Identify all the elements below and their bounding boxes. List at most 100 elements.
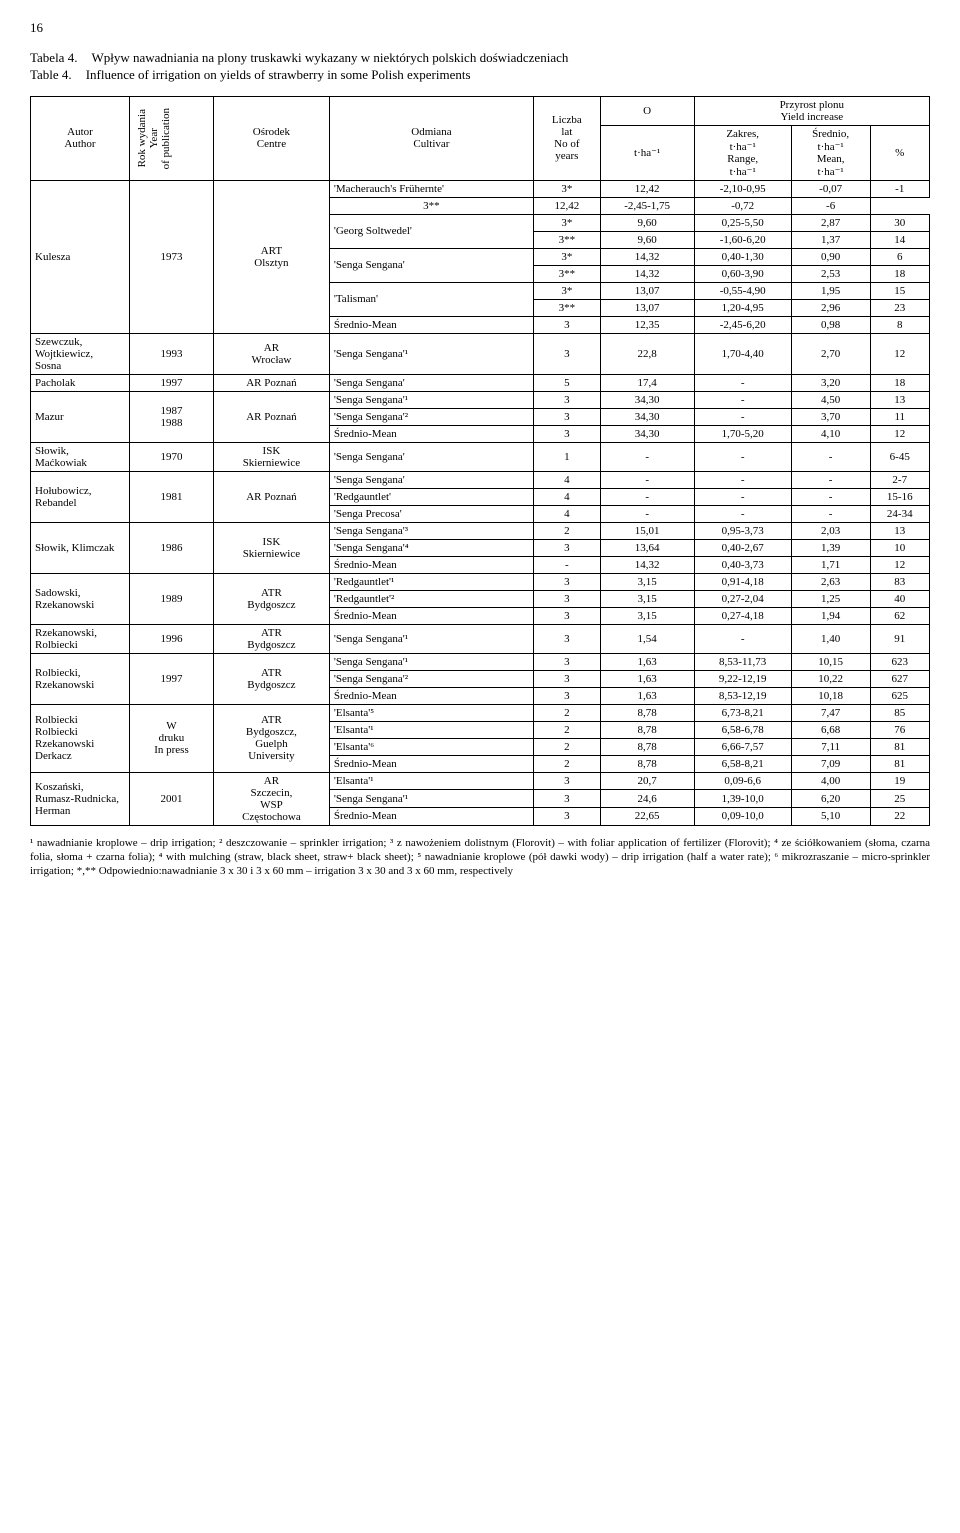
cell-author: Mazur [31, 391, 130, 442]
cell-cultivar: 'Senga Precosa' [329, 505, 533, 522]
cell-mean: 2,70 [791, 333, 870, 374]
cell-years: 5 [533, 374, 600, 391]
cell-mean: 1,40 [791, 624, 870, 653]
cell-year: 1989 [130, 573, 214, 624]
cell-range: 0,09-6,6 [694, 772, 791, 790]
cell-o: 20,7 [600, 772, 694, 790]
cell-pct: 19 [870, 772, 929, 790]
cell-o: 3,15 [600, 590, 694, 607]
cell-mean: 1,39 [791, 539, 870, 556]
cell-o: 3,15 [600, 573, 694, 590]
cell-years: 3* [533, 180, 600, 197]
cell-years: 3** [533, 299, 600, 316]
cell-mean: - [791, 471, 870, 488]
cell-range: 6,73-8,21 [694, 704, 791, 721]
table-row: Hołubowicz,Rebandel1981AR Poznań'Senga S… [31, 471, 930, 488]
cell-pct: 14 [870, 231, 929, 248]
cell-mean: 1,25 [791, 590, 870, 607]
cell-mean: 1,71 [791, 556, 870, 573]
cell-cultivar: 'Talisman' [329, 282, 533, 316]
cell-pct: 83 [870, 573, 929, 590]
cell-years: 3 [533, 408, 600, 425]
cell-cultivar: Średnio-Mean [329, 808, 533, 826]
cell-years: 3** [533, 231, 600, 248]
cell-range: 0,95-3,73 [694, 522, 791, 539]
cell-range: - [694, 488, 791, 505]
table-row: RolbieckiRolbieckiRzekanowskiDerkaczWdru… [31, 704, 930, 721]
th-cultivar: OdmianaCultivar [329, 96, 533, 180]
cell-years: 3 [533, 539, 600, 556]
cell-range: 8,53-11,73 [694, 653, 791, 670]
cell-author: Pacholak [31, 374, 130, 391]
cell-author: Słowik,Maćkowiak [31, 442, 130, 471]
cell-centre: ATRBydgoszcz [213, 573, 329, 624]
caption-text-en: Influence of irrigation on yields of str… [86, 67, 471, 84]
cell-years: 3 [533, 653, 600, 670]
cell-cultivar: 'Senga Sengana'¹ [329, 790, 533, 808]
cell-mean: 2,87 [791, 214, 870, 231]
cell-mean: 2,03 [791, 522, 870, 539]
cell-pct: 8 [870, 316, 929, 333]
cell-range: 0,27-4,18 [694, 607, 791, 624]
cell-mean: - [791, 488, 870, 505]
cell-mean: 4,00 [791, 772, 870, 790]
cell-o: 13,07 [600, 282, 694, 299]
cell-years: 2 [533, 755, 600, 772]
cell-year: 1986 [130, 522, 214, 573]
cell-mean: 1,94 [791, 607, 870, 624]
th-author: AutorAuthor [31, 96, 130, 180]
cell-o: - [600, 505, 694, 522]
table-body: Kulesza1973ARTOlsztyn'Macherauch's Frühe… [31, 180, 930, 825]
cell-mean: 1,37 [791, 231, 870, 248]
cell-pct: 627 [870, 670, 929, 687]
cell-years: 3 [533, 391, 600, 408]
cell-year: 19871988 [130, 391, 214, 442]
cell-centre: ATRBydgoszcz [213, 624, 329, 653]
cell-o: 34,30 [600, 408, 694, 425]
table-row: Pacholak1997AR Poznań'Senga Sengana'517,… [31, 374, 930, 391]
cell-range: 0,27-2,04 [694, 590, 791, 607]
cell-range: - [694, 408, 791, 425]
cell-cultivar: 'Senga Sengana'¹ [329, 624, 533, 653]
cell-mean: 7,11 [791, 738, 870, 755]
cell-pct: 30 [870, 214, 929, 231]
cell-range: - [694, 374, 791, 391]
cell-cultivar: 'Redgauntlet'¹ [329, 573, 533, 590]
cell-o: 12,42 [533, 197, 600, 214]
cell-pct: 23 [870, 299, 929, 316]
cell-years: 3 [533, 333, 600, 374]
cell-range: -2,45-1,75 [600, 197, 694, 214]
cell-o: 1,63 [600, 687, 694, 704]
cell-mean: 10,15 [791, 653, 870, 670]
cell-o: 24,6 [600, 790, 694, 808]
cell-mean: 6,20 [791, 790, 870, 808]
cell-years: 3 [533, 607, 600, 624]
cell-range: 0,25-5,50 [694, 214, 791, 231]
cell-years: 3* [533, 214, 600, 231]
cell-o: - [600, 442, 694, 471]
caption-label-pl: Tabela 4. [30, 50, 77, 67]
cell-author: Słowik, Klimczak [31, 522, 130, 573]
cell-mean: 3,70 [791, 408, 870, 425]
cell-years: - [533, 556, 600, 573]
cell-cultivar: 'Senga Sengana' [329, 471, 533, 488]
cell-years: 3** [329, 197, 533, 214]
cell-mean: -0,07 [791, 180, 870, 197]
cell-pct: 81 [870, 738, 929, 755]
cell-years: 3 [533, 670, 600, 687]
cell-range: 0,09-10,0 [694, 808, 791, 826]
th-range: Zakres,t·ha⁻¹Range,t·ha⁻¹ [694, 125, 791, 180]
cell-o: 13,07 [600, 299, 694, 316]
page-number: 16 [30, 20, 930, 36]
cell-pct: 12 [870, 556, 929, 573]
cell-range: 8,53-12,19 [694, 687, 791, 704]
cell-cultivar: 'Redgauntlet'² [329, 590, 533, 607]
cell-pct: 10 [870, 539, 929, 556]
cell-o: 1,63 [600, 670, 694, 687]
cell-pct: 12 [870, 425, 929, 442]
cell-o: 34,30 [600, 391, 694, 408]
cell-cultivar: Średnio-Mean [329, 556, 533, 573]
cell-centre: ARTOlsztyn [213, 180, 329, 333]
table-row: Słowik,Maćkowiak1970ISKSkierniewice'Seng… [31, 442, 930, 471]
cell-pct: 625 [870, 687, 929, 704]
